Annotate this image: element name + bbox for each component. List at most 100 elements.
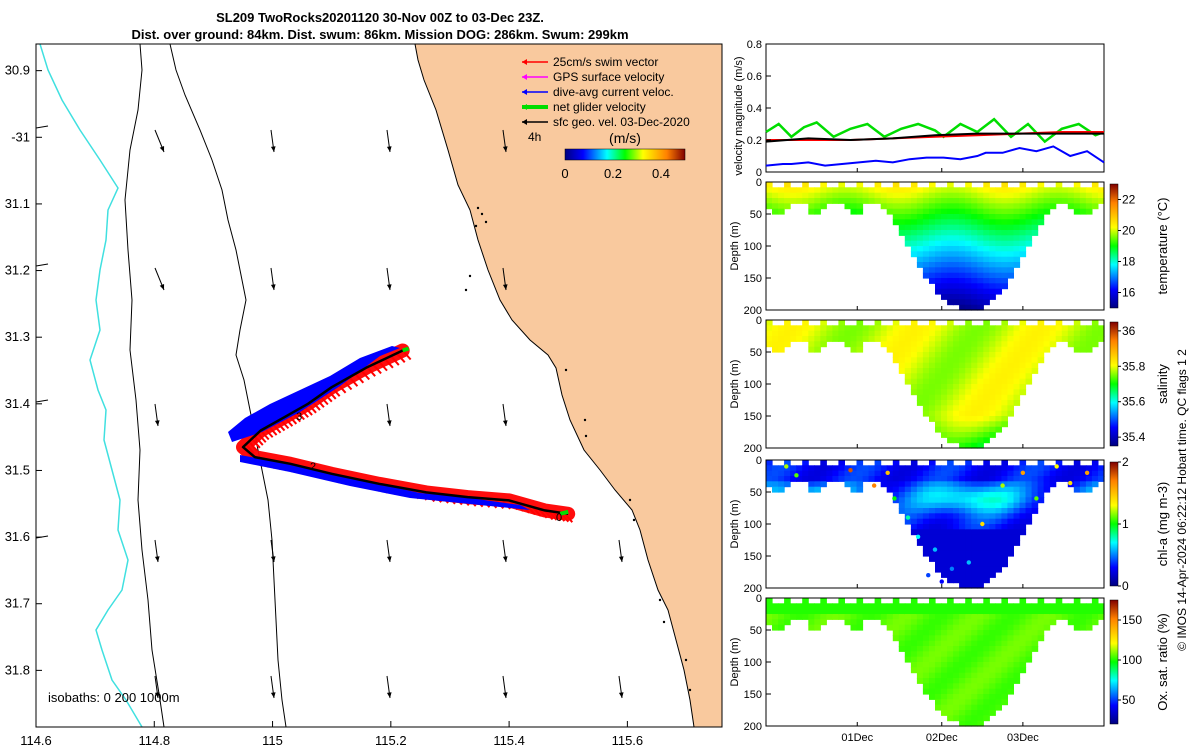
section-cell	[947, 534, 954, 541]
section-cell	[941, 251, 948, 258]
section-cell	[965, 373, 972, 380]
section-cell	[850, 624, 858, 631]
map-plot-area: 320	[36, 44, 722, 727]
velocity-series-line	[765, 145, 1105, 167]
section-cell	[874, 198, 882, 204]
section-cell	[850, 325, 858, 332]
section-cell	[995, 341, 1002, 348]
section-cell	[971, 341, 978, 348]
section-cell	[941, 325, 948, 332]
section-cell	[1085, 346, 1093, 353]
section-cell	[904, 325, 912, 332]
section-cell	[947, 182, 954, 188]
section-cell	[922, 545, 930, 552]
section-ylabel: Depth (m)	[729, 360, 741, 409]
section-cell	[1019, 465, 1027, 472]
section-cell	[941, 198, 948, 204]
section-cell	[989, 556, 996, 562]
section-cell	[959, 400, 966, 406]
section-cell	[898, 492, 906, 498]
section-cell	[1098, 192, 1105, 199]
section-cell	[880, 603, 888, 610]
section-cell	[929, 187, 936, 194]
section-cell	[832, 336, 839, 342]
section-cell	[947, 394, 954, 401]
section-cell	[1007, 635, 1014, 642]
section-cell	[850, 476, 858, 482]
section-cell	[1013, 230, 1021, 236]
section-cell	[1067, 187, 1075, 194]
section-cell	[1019, 460, 1027, 466]
section-cell	[892, 357, 900, 364]
section-cell	[989, 246, 996, 252]
section-cell	[1043, 619, 1051, 626]
section-cell	[989, 230, 996, 236]
section-cell	[892, 624, 900, 631]
section-cell	[1001, 646, 1008, 652]
section-cell	[1079, 608, 1087, 615]
section-cell	[941, 619, 948, 626]
section-cell	[1037, 182, 1045, 188]
section-cell	[953, 224, 960, 231]
section-cell	[929, 394, 936, 401]
section-cell	[910, 603, 918, 610]
section-cell	[983, 651, 990, 658]
section-cell	[1001, 410, 1008, 417]
section-cell	[989, 198, 996, 204]
section-colorbar-tick-label: 2	[1122, 455, 1129, 469]
section-ytick-label: 100	[744, 519, 762, 531]
section-cell	[850, 336, 858, 342]
section-cell	[916, 373, 924, 380]
section-cell	[922, 341, 930, 348]
section-cell	[832, 325, 839, 332]
section-cell	[1001, 550, 1008, 557]
section-cell	[971, 662, 978, 668]
section-cell	[983, 405, 990, 412]
section-cell	[971, 630, 978, 636]
section-cell	[971, 278, 978, 284]
section-cell	[1031, 481, 1039, 488]
section-cell	[916, 656, 924, 663]
map-ytick-label: 31.1	[5, 196, 30, 211]
section-cell	[856, 481, 864, 488]
section-cell	[1049, 603, 1057, 610]
section-cell	[941, 352, 948, 358]
section-cell	[965, 667, 972, 674]
section-cell	[904, 635, 912, 642]
section-cell	[977, 346, 984, 353]
section-cell	[784, 198, 791, 204]
section-cell	[947, 426, 954, 433]
section-cell	[838, 325, 845, 332]
section-cell	[983, 262, 990, 268]
section-cell	[1025, 325, 1033, 332]
section-cell	[1013, 251, 1021, 258]
section-cell	[874, 320, 882, 326]
section-cell	[922, 336, 930, 342]
section-cell	[929, 251, 936, 258]
section-cell	[922, 373, 930, 380]
section-cell	[959, 240, 966, 247]
section-cell	[814, 208, 821, 215]
section-cell	[935, 262, 942, 268]
section-cell	[916, 492, 924, 498]
section-cell	[989, 357, 996, 364]
section-cell	[929, 694, 936, 700]
section-cell	[947, 715, 954, 722]
section-cell	[959, 683, 966, 690]
section-cell	[989, 416, 996, 422]
section-cell	[929, 640, 936, 647]
section-cell	[898, 481, 906, 488]
section-cell	[953, 608, 960, 615]
section-cell	[959, 341, 966, 348]
section-cell	[989, 336, 996, 342]
section-cell	[904, 192, 912, 199]
section-ytick-label: 100	[744, 657, 762, 669]
section-cell	[983, 556, 990, 562]
section-cell	[935, 373, 942, 380]
section-cell	[910, 240, 918, 247]
section-cell	[904, 476, 912, 482]
section-cell	[977, 256, 984, 263]
legend-swatch-head	[522, 89, 527, 95]
section-cell	[1061, 603, 1069, 610]
section-cell	[922, 624, 930, 631]
